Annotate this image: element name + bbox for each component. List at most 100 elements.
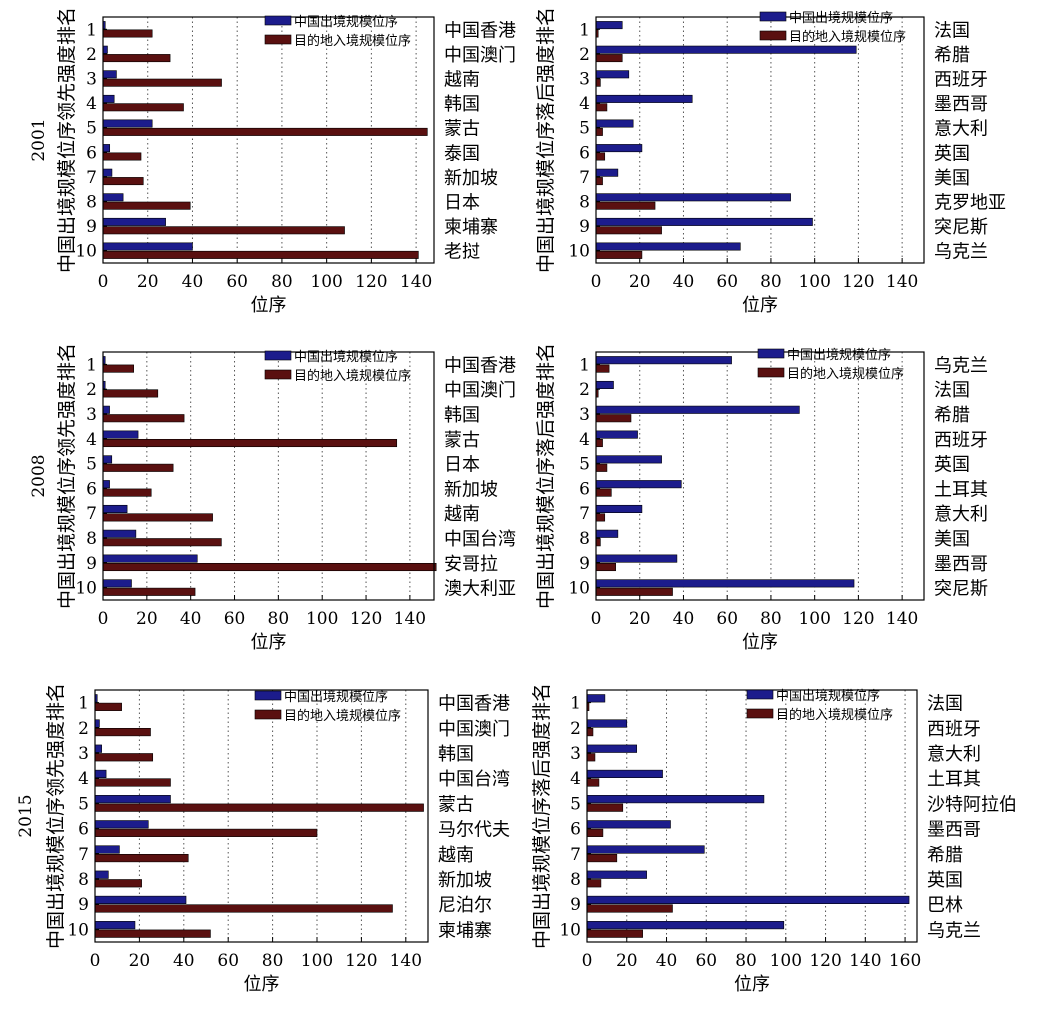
- destination-label: 中国香港: [438, 694, 510, 715]
- y-tick-label: 10: [75, 242, 97, 262]
- bar-series1: [595, 529, 619, 538]
- bar-series2: [586, 828, 604, 837]
- destination-label: 中国澳门: [438, 719, 510, 740]
- chart-panel-1: 1 中国香港 2 中国澳门 3 越南 4 韩国 5 蒙古 6 泰国 7 新加坡 8 日本 9 柬埔寨 10 老挝 0 20…: [29, 7, 516, 316]
- destination-label: 日本: [444, 455, 480, 476]
- x-tick-label: 80: [735, 951, 757, 971]
- y-tick-label: 8: [78, 870, 89, 890]
- bar-series2: [94, 753, 154, 762]
- x-tick-label: 120: [809, 951, 841, 971]
- destination-label: 蒙古: [444, 430, 480, 451]
- y-tick-label: 7: [86, 504, 97, 524]
- destination-label: 意大利: [934, 504, 988, 525]
- y-tick-label: 5: [579, 455, 590, 475]
- x-tick-label: 140: [849, 951, 881, 971]
- destination-label: 西班牙: [934, 430, 988, 451]
- x-tick-label: 20: [616, 951, 638, 971]
- bar-series1: [102, 94, 115, 103]
- legend-swatch-series2: [264, 369, 292, 380]
- destination-label: 希腊: [927, 845, 963, 866]
- y-axis-label: 中国出境规模位序落后强度排名: [531, 683, 553, 949]
- bar-series2: [102, 29, 153, 38]
- destination-label: 韩国: [438, 744, 474, 765]
- bar-series1: [102, 480, 110, 489]
- legend-swatch-series2: [264, 34, 292, 45]
- y-tick-label: 10: [67, 920, 89, 940]
- bar-series2: [102, 513, 213, 522]
- bar-series2: [94, 929, 211, 938]
- destination-label: 中国香港: [444, 20, 516, 41]
- bar-series1: [94, 719, 100, 728]
- legend-swatch-series2: [746, 708, 774, 719]
- y-tick-label: 4: [78, 769, 89, 789]
- x-tick-label: 20: [136, 609, 158, 629]
- bar-series1: [595, 554, 678, 563]
- destination-label: 乌克兰: [927, 920, 981, 941]
- bar-series2: [102, 127, 428, 136]
- bar-series2: [94, 879, 142, 888]
- y-tick-label: 9: [78, 895, 89, 915]
- destination-label: 尼泊尔: [438, 895, 492, 916]
- legend-label-series1: 中国出境规模位序: [789, 11, 893, 26]
- bar-series2: [102, 103, 184, 112]
- x-tick-label: 100: [798, 272, 830, 292]
- plot-frame: [102, 351, 435, 601]
- legend-label-series1: 中国出境规模位序: [776, 689, 880, 704]
- bar-series2: [595, 201, 656, 210]
- bar-series1: [586, 845, 705, 854]
- y-tick-label: 5: [86, 455, 97, 475]
- bar-series1: [102, 119, 153, 128]
- y-tick-label: 1: [86, 355, 97, 375]
- x-tick-label: 120: [345, 951, 377, 971]
- x-axis-label: 位序: [251, 632, 287, 653]
- plot-frame: [102, 16, 435, 264]
- legend-label-series1: 中国出境规模位序: [284, 690, 388, 705]
- plot-frame: [595, 16, 925, 264]
- y-tick-label: 10: [75, 579, 97, 599]
- destination-label: 新加坡: [444, 479, 498, 500]
- bar-series1: [595, 430, 638, 439]
- y-tick-label: 9: [579, 217, 590, 237]
- bar-series2: [595, 78, 601, 87]
- destination-label: 中国澳门: [444, 45, 516, 66]
- bar-series2: [586, 904, 673, 913]
- x-tick-label: 40: [656, 951, 678, 971]
- chart-panel-4: 1 乌克兰 2 法国 3 希腊 4 西班牙 5 英国 6 土耳其 7 意大利 8 美国 9 墨西哥 10 突尼斯 0 20…: [535, 343, 988, 653]
- y-tick-label: 10: [559, 920, 581, 940]
- y-tick-label: 8: [86, 193, 97, 213]
- bar-series2: [586, 803, 624, 812]
- y-tick-label: 9: [579, 554, 590, 574]
- destination-label: 新加坡: [438, 870, 492, 891]
- destination-label: 泰国: [444, 143, 480, 164]
- y-tick-label: 3: [86, 70, 97, 90]
- y-tick-label: 1: [570, 694, 581, 714]
- legend-label-series2: 目的地入境规模位序: [294, 368, 411, 384]
- destination-label: 克罗地亚: [934, 193, 1006, 214]
- x-tick-label: 100: [310, 272, 342, 292]
- bar-series2: [595, 54, 623, 63]
- bar-series2: [595, 538, 601, 547]
- bar-series2: [586, 879, 602, 888]
- bar-series2: [94, 853, 189, 863]
- y-tick-label: 2: [86, 45, 97, 65]
- y-axis-label: 中国出境规模位序落后强度排名: [535, 7, 557, 273]
- x-tick-label: 0: [90, 951, 101, 971]
- y-tick-label: 3: [86, 405, 97, 425]
- x-tick-label: 60: [716, 609, 738, 629]
- bar-series2: [94, 904, 393, 913]
- bar-series1: [94, 870, 109, 879]
- bar-series2: [102, 538, 222, 547]
- bar-series2: [595, 513, 606, 522]
- bar-series2: [102, 226, 345, 235]
- x-tick-label: 40: [673, 272, 695, 292]
- y-tick-label: 3: [570, 744, 581, 764]
- bar-series2: [595, 364, 610, 373]
- destination-label: 中国澳门: [444, 380, 516, 401]
- destination-label: 越南: [444, 504, 480, 525]
- plot-frame: [94, 689, 429, 943]
